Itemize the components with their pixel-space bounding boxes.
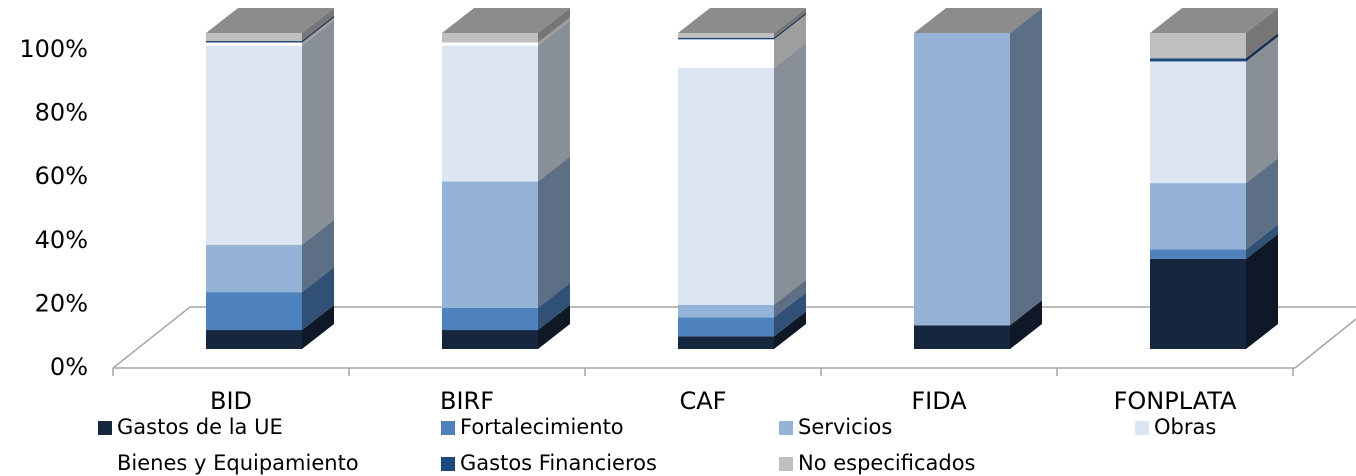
bar — [442, 307, 538, 331]
bar — [914, 325, 1010, 349]
bar-top — [1150, 8, 1278, 33]
bar-side — [774, 14, 806, 68]
bar-side — [1246, 224, 1278, 259]
bar — [1150, 258, 1246, 349]
bar-side — [302, 15, 334, 43]
bar-side — [538, 282, 570, 331]
bar-side — [1246, 33, 1278, 62]
bar — [678, 317, 774, 337]
y-tick-label: 40% — [35, 226, 88, 254]
bar-side — [302, 267, 334, 331]
x-tick-label: BIRF — [440, 387, 494, 415]
bar-side — [1246, 36, 1278, 184]
bar — [206, 45, 302, 245]
legend-swatch — [98, 457, 112, 471]
legend-label: Gastos de la UE — [117, 415, 283, 439]
legend-label: Gastos Financieros — [460, 451, 657, 475]
legend-label: Fortalecimiento — [460, 415, 624, 439]
legend-swatch — [98, 421, 112, 435]
legend-swatch — [779, 421, 793, 435]
bar-side — [538, 8, 570, 43]
legend-label: Servicios — [798, 415, 892, 439]
bar-side — [774, 12, 806, 40]
bar — [914, 33, 1010, 326]
bar — [1150, 61, 1246, 184]
bar-side — [538, 156, 570, 308]
bar — [442, 33, 538, 43]
bar-top — [206, 8, 334, 33]
bar — [678, 336, 774, 349]
bar-side — [774, 42, 806, 305]
x-tick-label: BID — [210, 387, 252, 415]
bar — [442, 45, 538, 182]
bar — [678, 39, 774, 68]
bar — [442, 42, 538, 46]
bar — [678, 33, 774, 38]
bar-side — [1010, 300, 1042, 349]
y-tick-label: 0% — [50, 353, 88, 381]
bar-side — [1010, 8, 1042, 326]
y-tick-label: 20% — [35, 289, 88, 317]
bar — [206, 33, 302, 41]
legend-swatch — [1135, 421, 1149, 435]
legend-label: Bienes y Equipamiento — [117, 451, 359, 475]
bar-top — [914, 8, 1042, 33]
legend-label: Obras — [1154, 415, 1216, 439]
x-tick-label: FIDA — [911, 387, 967, 415]
legend-label: No especificados — [798, 451, 976, 475]
bar — [206, 244, 302, 293]
bar-side — [302, 20, 334, 245]
bar — [206, 292, 302, 331]
bar — [206, 330, 302, 349]
bar — [678, 67, 774, 305]
bar-side — [302, 8, 334, 41]
bar — [442, 181, 538, 308]
bar-side — [774, 279, 806, 318]
legend-swatch — [779, 457, 793, 471]
bar — [1150, 249, 1246, 259]
bar — [1150, 33, 1246, 59]
bar — [1150, 183, 1246, 250]
bar — [1150, 58, 1246, 62]
bar-top — [442, 8, 570, 33]
x-tick-label: CAF — [680, 387, 727, 415]
bar — [678, 37, 774, 40]
bar — [442, 330, 538, 349]
bar-side — [302, 17, 334, 46]
y-tick-label: 100% — [19, 35, 88, 63]
bar-side — [774, 311, 806, 349]
bar — [678, 304, 774, 318]
bar-side — [1246, 8, 1278, 59]
x-tick-label: FONPLATA — [1114, 387, 1237, 415]
bar-top — [678, 8, 806, 33]
y-tick-label: 60% — [35, 162, 88, 190]
legend-swatch — [441, 457, 455, 471]
bar-side — [538, 20, 570, 182]
floor-side — [1294, 318, 1356, 369]
y-tick-label: 80% — [35, 99, 88, 127]
bar — [206, 42, 302, 46]
bar-side — [1246, 233, 1278, 349]
bar-side — [538, 305, 570, 349]
bar — [206, 40, 302, 43]
bar-side — [302, 305, 334, 349]
bar-side — [774, 8, 806, 38]
legend-swatch — [441, 421, 455, 435]
bar-side — [1246, 158, 1278, 250]
bar-side — [774, 292, 806, 337]
bar-side — [302, 219, 334, 293]
bar-side — [538, 17, 570, 46]
